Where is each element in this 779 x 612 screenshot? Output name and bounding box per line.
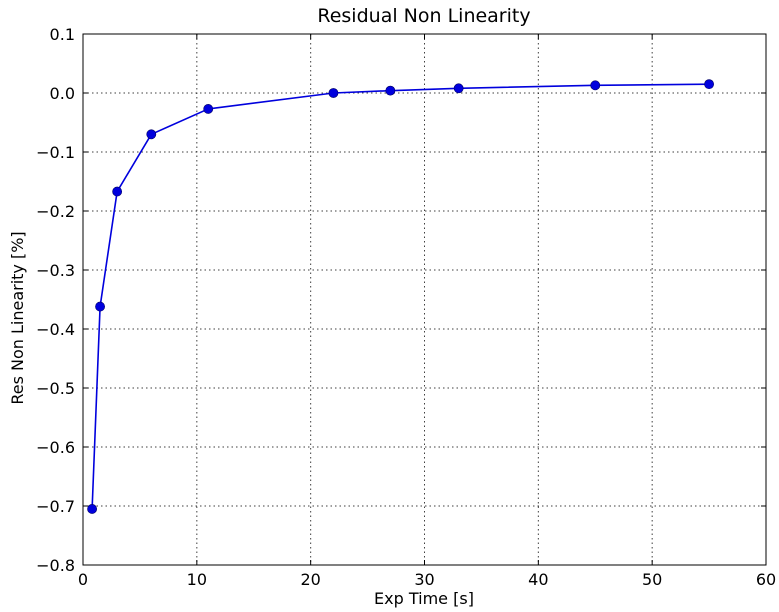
x-tick-label: 10 bbox=[187, 570, 207, 589]
y-tick-label: −0.7 bbox=[36, 497, 75, 516]
chart-title: Residual Non Linearity bbox=[317, 5, 530, 27]
y-tick-label: −0.3 bbox=[36, 261, 75, 280]
y-tick-label: −0.5 bbox=[36, 379, 75, 398]
y-tick-label: −0.1 bbox=[36, 143, 75, 162]
grid-layer bbox=[83, 34, 766, 565]
data-point bbox=[385, 85, 396, 96]
y-tick-label: −0.4 bbox=[36, 320, 75, 339]
data-point bbox=[590, 80, 601, 91]
y-tick-label: −0.6 bbox=[36, 438, 75, 457]
data-point bbox=[112, 186, 123, 197]
x-tick-label: 0 bbox=[78, 570, 88, 589]
x-tick-label: 50 bbox=[642, 570, 662, 589]
data-point bbox=[704, 79, 714, 90]
plot-frame bbox=[82, 33, 767, 566]
label-layer: 0 10 20 30 40 50 60 0.1 0.0 −0.1 −0.2 −0.3 −0.4 −0.5 −… bbox=[36, 25, 776, 589]
x-axis-title: Exp Time [s] bbox=[374, 589, 474, 608]
data-point bbox=[453, 83, 464, 94]
x-tick-label: 20 bbox=[300, 570, 320, 589]
y-tick-label: 0.0 bbox=[50, 84, 75, 103]
y-tick-label: −0.8 bbox=[36, 556, 75, 575]
y-tick-label: −0.2 bbox=[36, 202, 75, 221]
data-point bbox=[95, 301, 105, 312]
y-axis-title: Res Non Linearity [%] bbox=[8, 231, 27, 404]
x-tick-label: 30 bbox=[414, 570, 434, 589]
data-point bbox=[87, 504, 98, 514]
data-point bbox=[328, 88, 339, 98]
data-point bbox=[203, 104, 214, 114]
y-tick-label: 0.1 bbox=[50, 25, 75, 44]
data-point bbox=[146, 129, 157, 140]
series-line bbox=[91, 83, 710, 509]
x-tick-label: 40 bbox=[528, 570, 548, 589]
series-layer bbox=[87, 79, 714, 514]
x-tick-label: 60 bbox=[756, 570, 776, 589]
